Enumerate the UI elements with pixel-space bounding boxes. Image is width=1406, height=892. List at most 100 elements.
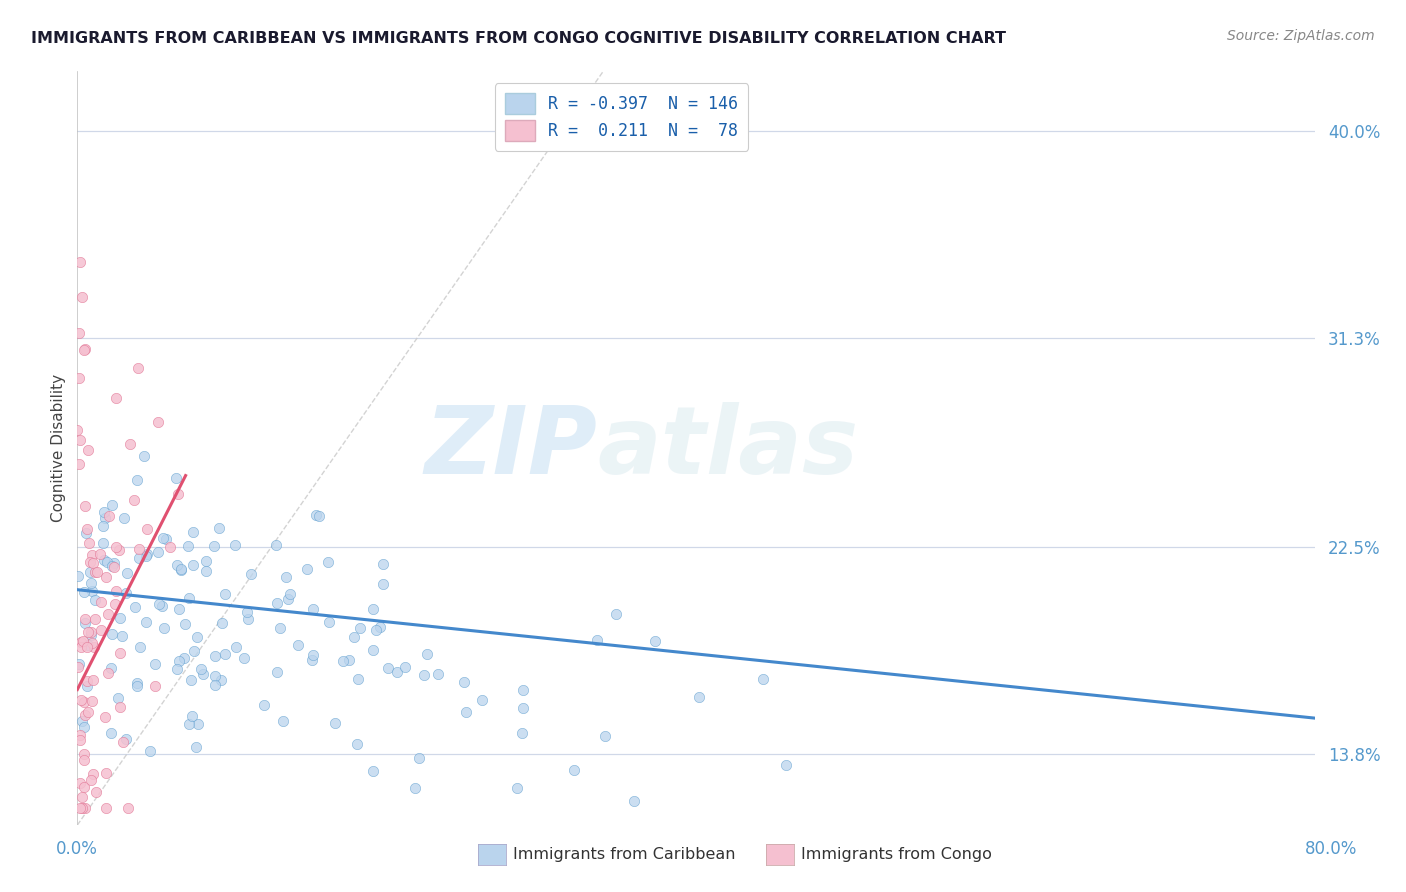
Point — [454, 706, 477, 720]
Point — [427, 667, 450, 681]
Point — [72, 343, 94, 357]
Point — [94, 710, 117, 724]
Point — [76, 443, 98, 458]
Text: Immigrants from Congo: Immigrants from Congo — [801, 847, 993, 862]
Point — [593, 729, 616, 743]
Point — [167, 654, 190, 668]
Point — [76, 679, 98, 693]
Point — [337, 653, 360, 667]
Point — [108, 543, 131, 558]
Point — [186, 630, 208, 644]
Point — [377, 661, 399, 675]
Point — [69, 254, 91, 268]
Point — [79, 555, 101, 569]
Point — [80, 576, 103, 591]
Point — [128, 542, 150, 557]
Point — [214, 647, 236, 661]
Point — [623, 793, 645, 807]
Point — [86, 565, 108, 579]
Point — [207, 521, 229, 535]
Point — [233, 651, 256, 665]
Point — [77, 625, 100, 640]
Point — [512, 701, 534, 715]
Point — [111, 735, 134, 749]
Point — [204, 539, 226, 553]
Point — [100, 498, 122, 512]
Point — [83, 640, 105, 654]
Point — [174, 617, 197, 632]
Point — [179, 717, 201, 731]
Point — [90, 624, 112, 638]
Point — [184, 739, 207, 754]
Point — [512, 726, 534, 740]
Point — [84, 565, 107, 579]
Point — [385, 665, 408, 679]
Point — [67, 326, 90, 340]
Point — [287, 638, 309, 652]
Point — [107, 691, 129, 706]
Text: Immigrants from Caribbean: Immigrants from Caribbean — [513, 847, 735, 862]
Point — [277, 591, 299, 606]
Point — [323, 716, 346, 731]
Point — [416, 647, 439, 661]
Point — [136, 522, 159, 536]
Point — [236, 605, 259, 619]
Point — [73, 720, 96, 734]
Point — [73, 708, 96, 723]
Point — [181, 558, 204, 572]
Point — [180, 673, 202, 687]
Point — [127, 676, 149, 690]
Point — [146, 545, 169, 559]
Point — [66, 660, 89, 674]
Point — [82, 548, 104, 562]
Point — [187, 717, 209, 731]
Text: 80.0%: 80.0% — [1305, 840, 1357, 858]
Point — [96, 765, 118, 780]
Y-axis label: Cognitive Disability: Cognitive Disability — [51, 374, 66, 523]
Point — [115, 566, 138, 580]
Point — [66, 569, 89, 583]
Point — [108, 611, 131, 625]
Point — [190, 662, 212, 676]
Point — [96, 570, 118, 584]
Point — [148, 415, 170, 429]
Point — [308, 508, 330, 523]
Point — [181, 525, 204, 540]
Point — [82, 556, 104, 570]
Point — [295, 562, 318, 576]
Point — [453, 675, 475, 690]
Point — [512, 682, 534, 697]
Point — [562, 763, 585, 777]
Point — [318, 615, 340, 630]
Point — [70, 714, 93, 729]
Point — [70, 290, 93, 304]
Point — [115, 586, 138, 600]
Text: 0.0%: 0.0% — [56, 840, 98, 858]
Point — [70, 693, 93, 707]
Point — [209, 673, 232, 687]
Point — [84, 593, 107, 607]
Point — [361, 601, 384, 615]
Point — [305, 508, 328, 522]
Point — [66, 423, 89, 437]
Point — [135, 615, 157, 630]
Point — [73, 585, 96, 599]
Point — [148, 597, 170, 611]
Point — [76, 705, 98, 719]
Point — [73, 801, 96, 815]
Point — [67, 657, 90, 672]
Point — [75, 499, 97, 513]
Text: IMMIGRANTS FROM CARIBBEAN VS IMMIGRANTS FROM CONGO COGNITIVE DISABILITY CORRELAT: IMMIGRANTS FROM CARIBBEAN VS IMMIGRANTS … — [31, 31, 1005, 46]
Point — [170, 562, 193, 576]
Point — [124, 600, 146, 615]
Point — [343, 630, 366, 644]
Point — [167, 602, 190, 616]
Point — [136, 548, 159, 562]
Point — [361, 642, 384, 657]
Point — [240, 567, 263, 582]
Point — [93, 536, 115, 550]
Point — [506, 780, 529, 795]
Point — [166, 662, 188, 676]
Point — [73, 343, 96, 357]
Point — [89, 548, 111, 562]
